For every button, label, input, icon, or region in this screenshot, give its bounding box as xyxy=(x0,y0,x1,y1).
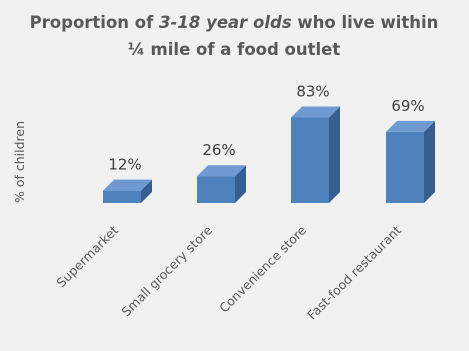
chart-title-emphasis: 3-18 year olds xyxy=(159,13,292,32)
bar-side xyxy=(329,107,340,203)
bar-front xyxy=(386,132,424,203)
chart-title-line2: ¼ mile of a food outlet xyxy=(128,40,341,59)
data-label-3: 83% xyxy=(296,83,329,101)
chart-title-prefix: Proportion of xyxy=(30,13,159,32)
bar-front xyxy=(103,191,141,203)
bar-2 xyxy=(197,165,246,203)
chart-title-suffix: who live within xyxy=(292,13,439,32)
bar-front xyxy=(291,118,329,203)
data-label-2: 26% xyxy=(202,141,235,159)
data-label-1: 12% xyxy=(108,156,141,174)
bar-side xyxy=(424,121,435,203)
chart-title-line1: Proportion of 3-18 year olds who live wi… xyxy=(30,13,439,32)
y-axis-label: % of children xyxy=(12,121,27,203)
bar-3 xyxy=(291,107,340,203)
data-label-4: 69% xyxy=(391,97,424,115)
bar-4 xyxy=(386,121,435,203)
bar-front xyxy=(197,176,235,203)
